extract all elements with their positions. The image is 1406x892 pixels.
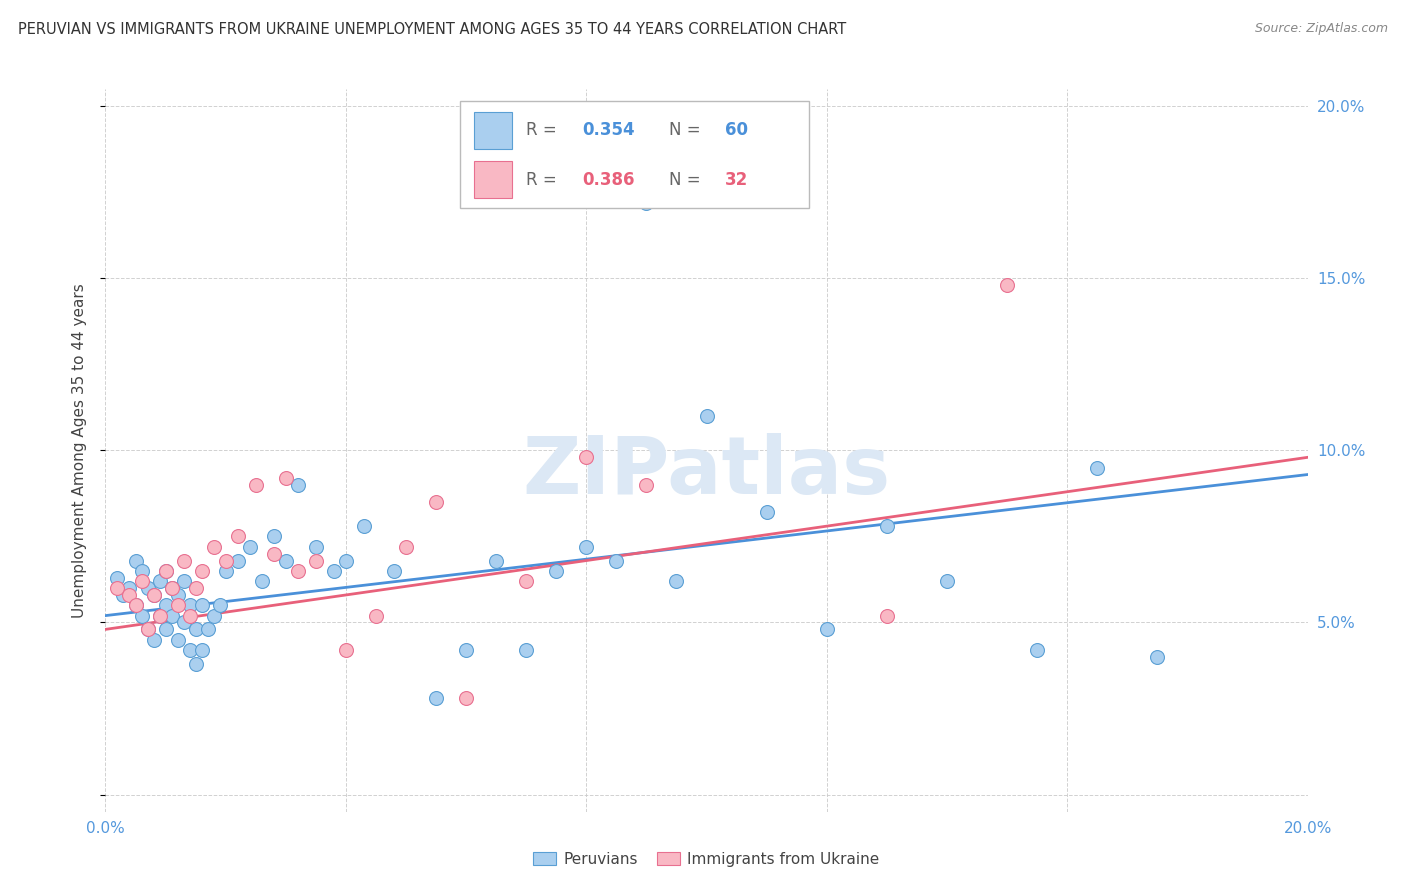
Point — [155, 564, 177, 578]
Point — [287, 564, 309, 578]
Point — [454, 691, 477, 706]
Point — [160, 608, 183, 623]
Point — [148, 608, 170, 623]
Point — [425, 495, 447, 509]
Point — [107, 571, 129, 585]
Point — [124, 599, 146, 613]
Point — [131, 564, 153, 578]
Point — [575, 450, 598, 465]
Point — [214, 564, 236, 578]
Point — [665, 574, 688, 589]
Point — [166, 599, 188, 613]
Point — [876, 608, 898, 623]
Point — [250, 574, 273, 589]
Text: Source: ZipAtlas.com: Source: ZipAtlas.com — [1254, 22, 1388, 36]
Text: PERUVIAN VS IMMIGRANTS FROM UKRAINE UNEMPLOYMENT AMONG AGES 35 TO 44 YEARS CORRE: PERUVIAN VS IMMIGRANTS FROM UKRAINE UNEM… — [18, 22, 846, 37]
Point — [485, 553, 508, 567]
Point — [263, 529, 285, 543]
Point — [936, 574, 959, 589]
Point — [184, 581, 207, 595]
Point — [636, 478, 658, 492]
Point — [425, 691, 447, 706]
Point — [515, 574, 537, 589]
Point — [245, 478, 267, 492]
Point — [287, 478, 309, 492]
Point — [179, 608, 201, 623]
Point — [190, 599, 212, 613]
Point — [160, 581, 183, 595]
Point — [305, 540, 328, 554]
Point — [173, 615, 195, 630]
Point — [148, 608, 170, 623]
Point — [815, 623, 838, 637]
Point — [755, 505, 778, 519]
Point — [335, 553, 357, 567]
Point — [636, 195, 658, 210]
Point — [274, 553, 297, 567]
Point — [454, 643, 477, 657]
Point — [353, 519, 375, 533]
Text: ZIPatlas: ZIPatlas — [523, 434, 890, 511]
Point — [364, 608, 387, 623]
Point — [226, 529, 249, 543]
Point — [1085, 460, 1108, 475]
Point — [274, 471, 297, 485]
Point — [118, 581, 141, 595]
Point — [226, 553, 249, 567]
Point — [131, 608, 153, 623]
Point — [155, 564, 177, 578]
Point — [184, 623, 207, 637]
Point — [546, 564, 568, 578]
Point — [202, 540, 225, 554]
Point — [142, 632, 165, 647]
Point — [179, 643, 201, 657]
Point — [184, 657, 207, 671]
Point — [1146, 649, 1168, 664]
Point — [131, 574, 153, 589]
Legend: Peruvians, Immigrants from Ukraine: Peruvians, Immigrants from Ukraine — [527, 846, 886, 872]
Point — [202, 608, 225, 623]
Point — [107, 581, 129, 595]
Point — [605, 553, 627, 567]
Point — [1026, 643, 1049, 657]
Point — [173, 574, 195, 589]
Point — [208, 599, 231, 613]
Point — [166, 632, 188, 647]
Y-axis label: Unemployment Among Ages 35 to 44 years: Unemployment Among Ages 35 to 44 years — [72, 283, 87, 618]
Point — [515, 643, 537, 657]
Point — [263, 547, 285, 561]
Point — [239, 540, 262, 554]
Point — [190, 564, 212, 578]
Point — [142, 588, 165, 602]
Point — [995, 278, 1018, 293]
Point — [112, 588, 135, 602]
Point — [160, 581, 183, 595]
Point — [395, 540, 418, 554]
Point — [382, 564, 405, 578]
Point — [876, 519, 898, 533]
Point — [136, 623, 159, 637]
Point — [179, 599, 201, 613]
Point — [155, 599, 177, 613]
Point — [142, 588, 165, 602]
Point — [335, 643, 357, 657]
Point — [136, 623, 159, 637]
Point — [124, 599, 146, 613]
Point — [173, 553, 195, 567]
Point — [214, 553, 236, 567]
Point — [118, 588, 141, 602]
Point — [197, 623, 219, 637]
Point — [190, 643, 212, 657]
Point — [575, 540, 598, 554]
Point — [166, 588, 188, 602]
Point — [155, 623, 177, 637]
Point — [148, 574, 170, 589]
Point — [136, 581, 159, 595]
Point — [305, 553, 328, 567]
Point — [696, 409, 718, 423]
Point — [322, 564, 344, 578]
Point — [124, 553, 146, 567]
